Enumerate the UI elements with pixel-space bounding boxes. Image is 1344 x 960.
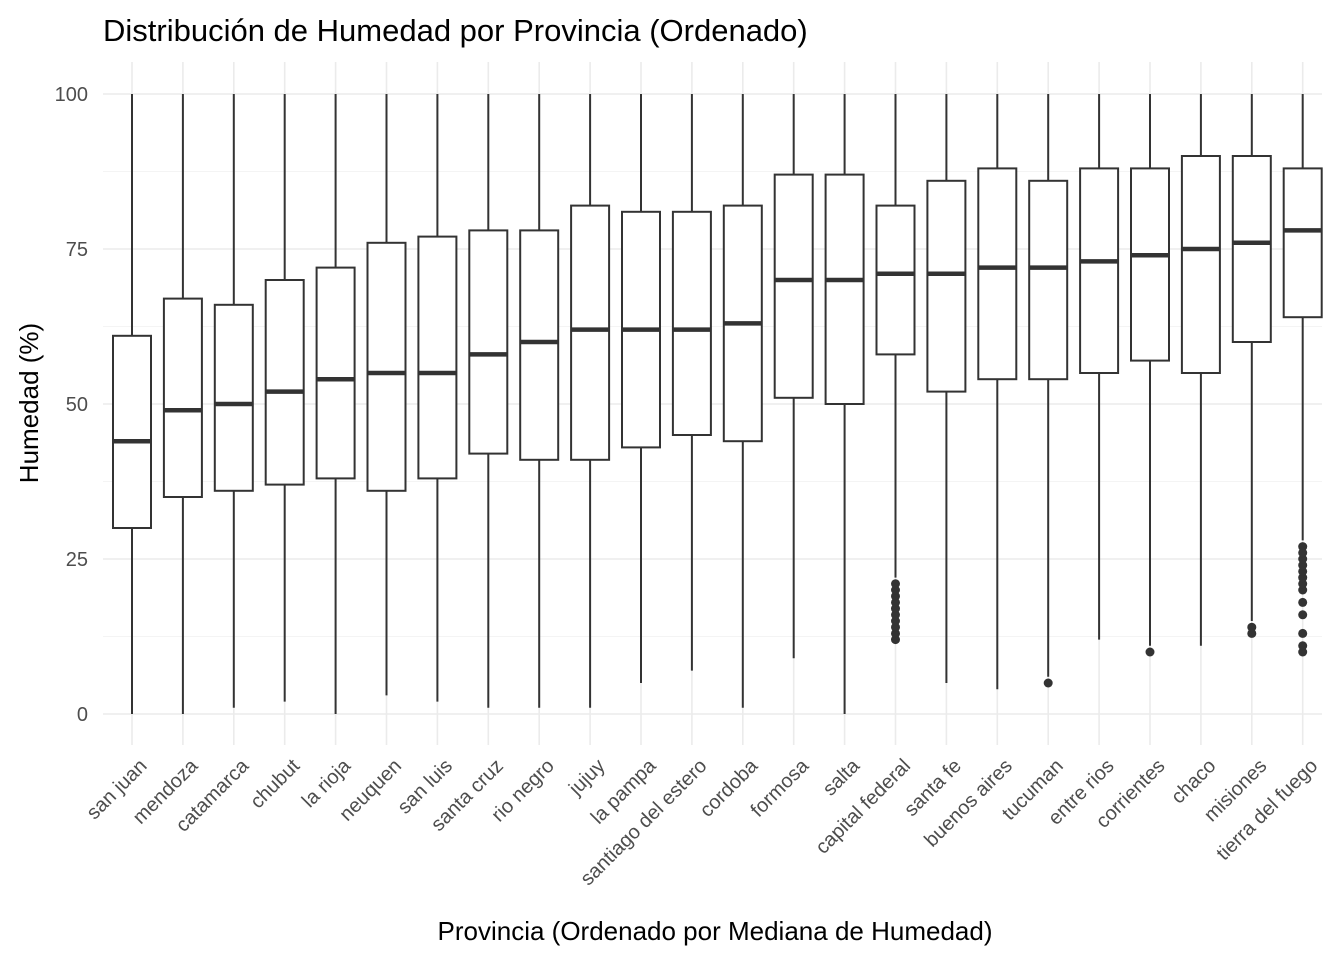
x-tick-label: jujuy bbox=[564, 755, 609, 800]
box-iqr bbox=[162, 297, 203, 498]
outlier-point bbox=[891, 591, 900, 601]
outlier-point bbox=[1043, 678, 1053, 688]
box-iqr bbox=[926, 179, 967, 393]
outlier-point bbox=[891, 635, 900, 645]
box-iqr bbox=[824, 173, 865, 405]
box-iqr bbox=[1079, 167, 1120, 374]
outlier-point bbox=[1298, 579, 1308, 589]
outlier-point bbox=[1298, 610, 1308, 620]
outlier-point bbox=[1298, 597, 1308, 607]
y-tick-label: 100 bbox=[55, 84, 88, 106]
outlier-point bbox=[891, 610, 900, 620]
box-iqr bbox=[1282, 167, 1323, 319]
box-iqr bbox=[671, 210, 712, 436]
outlier-point bbox=[1298, 573, 1308, 583]
y-tick-label: 25 bbox=[66, 549, 88, 571]
box-iqr bbox=[1130, 167, 1170, 362]
box-iqr bbox=[1028, 179, 1069, 381]
box-iqr bbox=[875, 204, 916, 356]
outlier-point bbox=[1298, 647, 1308, 657]
outlier-point bbox=[1298, 585, 1308, 595]
y-tick-label: 50 bbox=[66, 394, 88, 416]
x-tick-label: formosa bbox=[747, 754, 814, 821]
box-iqr bbox=[1180, 155, 1221, 374]
box-iqr bbox=[366, 241, 407, 492]
box-iqr bbox=[417, 235, 458, 480]
outlier-point bbox=[891, 604, 900, 614]
y-tick-label: 0 bbox=[77, 704, 88, 726]
box-iqr bbox=[1231, 155, 1272, 343]
box-iqr bbox=[773, 173, 814, 399]
outlier-point bbox=[1298, 628, 1308, 638]
box-iqr bbox=[213, 303, 254, 492]
box-iqr bbox=[468, 229, 509, 455]
outlier-point bbox=[891, 585, 900, 595]
outlier-point bbox=[1298, 554, 1308, 564]
outlier-point bbox=[891, 597, 900, 607]
box-series bbox=[112, 94, 1323, 714]
box-iqr bbox=[977, 167, 1018, 381]
outlier-point bbox=[1247, 628, 1257, 638]
outlier-point bbox=[1247, 622, 1257, 632]
outlier-point bbox=[891, 616, 900, 626]
x-axis-title: Provincia (Ordenado por Mediana de Humed… bbox=[438, 916, 993, 946]
outlier-point bbox=[891, 628, 900, 638]
box-iqr bbox=[570, 204, 611, 461]
outlier-point bbox=[1298, 560, 1308, 570]
box-iqr bbox=[519, 229, 560, 461]
outlier-point bbox=[891, 579, 900, 589]
outlier-point bbox=[1145, 647, 1155, 657]
outlier-point bbox=[1298, 641, 1308, 651]
outlier-point bbox=[1298, 548, 1308, 558]
box-iqr bbox=[264, 279, 305, 486]
y-tick-label: 75 bbox=[66, 239, 88, 261]
box-iqr bbox=[112, 334, 152, 529]
y-axis-title: Humedad (%) bbox=[14, 323, 44, 483]
chart-title: Distribución de Humedad por Provincia (O… bbox=[103, 13, 808, 48]
x-tick-label: chubut bbox=[246, 755, 304, 813]
y-axis: 0 25 50 75 100 bbox=[55, 84, 88, 726]
box-iqr bbox=[315, 266, 356, 480]
x-tick-label: salta bbox=[819, 754, 865, 800]
outlier-point bbox=[891, 622, 900, 632]
outlier-point bbox=[1298, 566, 1308, 576]
outlier-point bbox=[1298, 542, 1308, 552]
